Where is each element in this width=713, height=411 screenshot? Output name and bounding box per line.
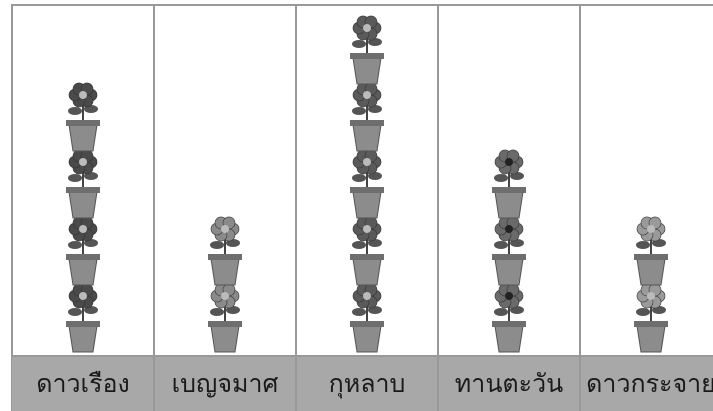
- leaf: [352, 308, 366, 316]
- pot-rim: [208, 321, 242, 327]
- label-row: [12, 356, 713, 411]
- pot-rim: [350, 321, 384, 327]
- pot-rim: [634, 254, 668, 260]
- pot-rim: [66, 187, 100, 193]
- pot: [352, 325, 382, 353]
- flower-center: [363, 24, 371, 32]
- pot: [352, 124, 382, 152]
- pot: [494, 191, 524, 219]
- flower-center: [79, 292, 87, 300]
- pot: [636, 258, 666, 286]
- x-tick-label: ดาวกระจาย: [586, 369, 713, 398]
- flower-center: [505, 158, 513, 166]
- leaf: [352, 40, 366, 48]
- pot: [352, 258, 382, 286]
- leaf: [68, 241, 82, 249]
- pot: [68, 325, 98, 353]
- leaf: [636, 308, 650, 316]
- pot: [68, 258, 98, 286]
- pot: [494, 258, 524, 286]
- flower-center: [363, 225, 371, 233]
- flower-center: [221, 292, 229, 300]
- icon-column: [350, 15, 384, 353]
- pot-rim: [208, 254, 242, 260]
- pot: [352, 57, 382, 85]
- leaf: [494, 174, 508, 182]
- pot: [494, 325, 524, 353]
- pot-rim: [66, 254, 100, 260]
- leaf: [636, 241, 650, 249]
- x-tick-label: ดาวเรือง: [36, 369, 130, 398]
- leaf: [210, 308, 224, 316]
- flower-center: [505, 225, 513, 233]
- flower-center: [221, 225, 229, 233]
- pot: [68, 191, 98, 219]
- leaf: [68, 107, 82, 115]
- icon-column: [634, 216, 668, 353]
- flower-center: [505, 292, 513, 300]
- x-tick-label: ทานตะวัน: [455, 369, 563, 398]
- flower-center: [647, 225, 655, 233]
- flower-center: [647, 292, 655, 300]
- flower-center: [363, 158, 371, 166]
- icon-column: [492, 149, 526, 353]
- pot-rim: [66, 321, 100, 327]
- x-tick-label: กุหลาบ: [329, 369, 406, 399]
- pot-rim: [350, 120, 384, 126]
- leaf: [352, 241, 366, 249]
- leaf: [352, 107, 366, 115]
- pot-rim: [492, 254, 526, 260]
- pot: [68, 124, 98, 152]
- leaf: [352, 174, 366, 182]
- pot-rim: [66, 120, 100, 126]
- leaf: [68, 308, 82, 316]
- pot-rim: [634, 321, 668, 327]
- pot: [636, 325, 666, 353]
- flower-center: [363, 91, 371, 99]
- flower-center: [363, 292, 371, 300]
- pot-rim: [350, 254, 384, 260]
- x-tick-label: เบญจมาศ: [172, 369, 279, 398]
- flower-center: [79, 225, 87, 233]
- leaf: [210, 241, 224, 249]
- pot: [352, 191, 382, 219]
- pot-rim: [350, 53, 384, 59]
- flower-center: [79, 158, 87, 166]
- pot: [210, 258, 240, 286]
- pot-rim: [492, 321, 526, 327]
- leaf: [494, 241, 508, 249]
- icon-column: [208, 216, 242, 353]
- leaf: [494, 308, 508, 316]
- pot: [210, 325, 240, 353]
- pot-rim: [350, 187, 384, 193]
- flower-center: [79, 91, 87, 99]
- leaf: [68, 174, 82, 182]
- pot-rim: [492, 187, 526, 193]
- icon-column: [66, 82, 100, 353]
